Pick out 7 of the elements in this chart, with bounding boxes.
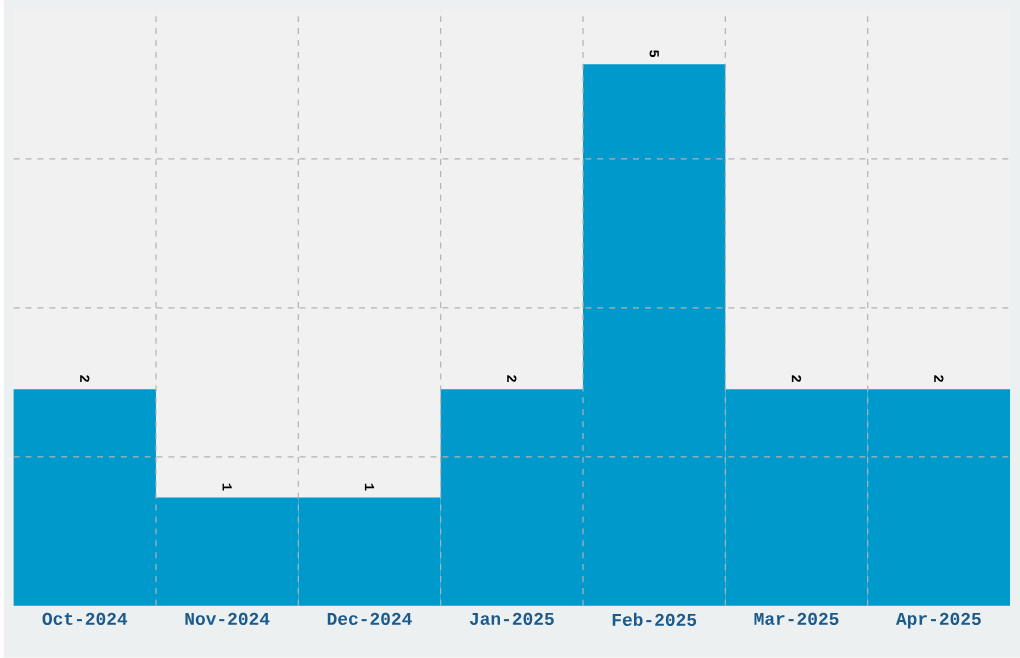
x-tick-label: Oct-2024 — [42, 613, 128, 626]
x-tick-label: Nov-2024 — [185, 613, 270, 626]
x-tick-label: Apr-2025 — [895, 613, 981, 629]
x-tick-label: Feb-2025 — [612, 613, 697, 627]
x-tick-label: Mar-2025 — [754, 613, 839, 626]
x-tick-label: Jan-2025 — [469, 613, 554, 626]
x-tick-label: Dec-2024 — [327, 613, 412, 626]
